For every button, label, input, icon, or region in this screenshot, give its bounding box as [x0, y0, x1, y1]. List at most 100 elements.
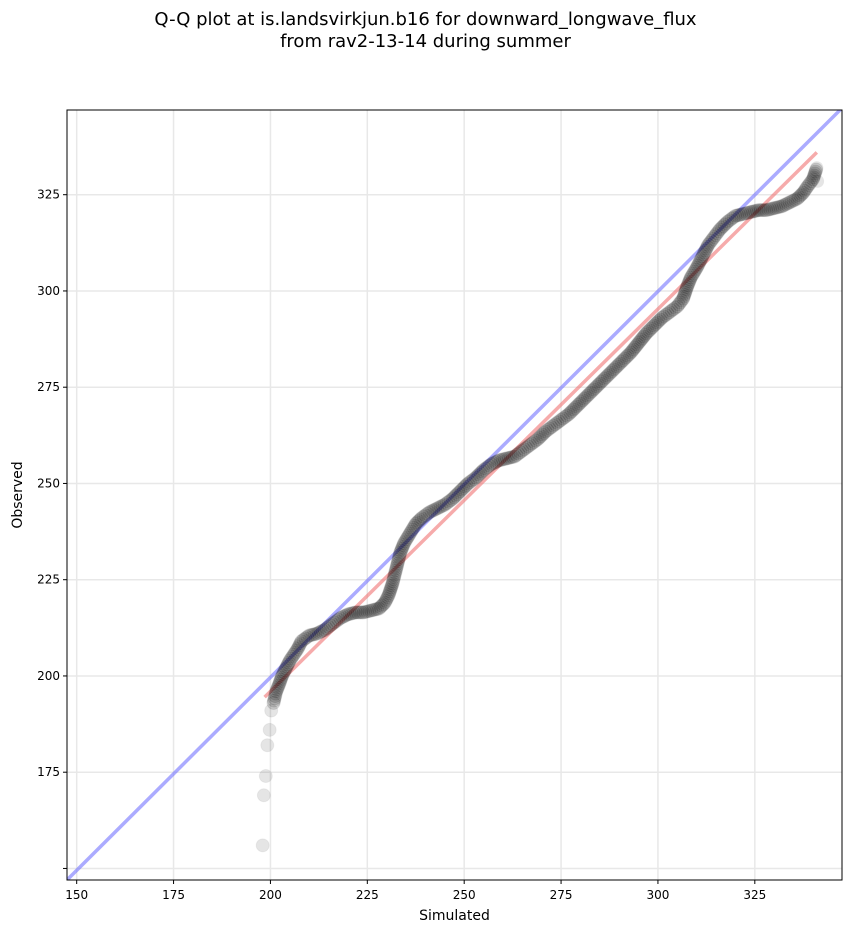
qq-point	[550, 415, 565, 430]
qq-point	[694, 251, 709, 266]
qq-point	[480, 460, 495, 475]
qq-point	[589, 379, 604, 394]
qq-point	[411, 513, 426, 528]
qq-point	[535, 427, 550, 442]
qq-point	[319, 621, 334, 636]
qq-point	[782, 195, 797, 210]
qq-point	[517, 442, 532, 457]
qq-point	[736, 206, 751, 221]
y-tick-label: 300	[37, 284, 60, 298]
qq-point	[544, 420, 559, 435]
qq-point	[635, 331, 650, 346]
qq-point	[378, 593, 393, 608]
qq-point	[714, 220, 729, 235]
x-tick-label: 150	[65, 888, 88, 902]
qq-point	[609, 359, 624, 374]
qq-point	[698, 243, 713, 258]
qq-point	[643, 321, 658, 336]
qq-point	[358, 604, 373, 619]
qq-point	[267, 693, 282, 708]
qq-point	[594, 374, 609, 389]
qq-point	[793, 188, 808, 203]
qq-point	[699, 241, 714, 256]
qq-point	[494, 452, 508, 467]
qq-point	[289, 643, 304, 658]
qq-point	[689, 260, 704, 275]
qq-point	[416, 509, 431, 524]
qq-point	[711, 224, 726, 239]
qq-point	[350, 605, 365, 620]
qq-point	[650, 315, 665, 330]
qq-point	[430, 501, 445, 516]
qq-point	[620, 348, 635, 363]
qq-point	[451, 485, 466, 500]
qq-point	[268, 686, 283, 701]
qq-point	[677, 287, 692, 302]
qq-point	[759, 203, 774, 218]
qq-point	[300, 629, 315, 644]
qq-point	[678, 283, 693, 298]
qq-point	[640, 324, 655, 339]
qq-point	[311, 625, 326, 640]
qq-point	[523, 437, 538, 452]
x-tick-label: 225	[356, 888, 379, 902]
x-tick-label: 250	[453, 888, 476, 902]
qq-point	[616, 353, 631, 368]
qq-point	[654, 310, 669, 325]
qq-point	[630, 337, 645, 352]
qq-point	[557, 410, 572, 425]
qq-point	[404, 524, 419, 539]
qq-point	[486, 456, 501, 471]
qq-point	[804, 174, 819, 189]
qq-point	[625, 343, 640, 358]
qq-point	[606, 362, 621, 377]
qq-point	[623, 345, 638, 360]
qq-point	[464, 473, 479, 488]
qq-point	[308, 627, 322, 642]
qq-point	[379, 591, 394, 606]
qq-point	[585, 384, 600, 399]
qq-point	[728, 208, 743, 223]
grid	[67, 110, 842, 880]
qq-point	[478, 461, 493, 476]
qq-point	[612, 356, 627, 371]
qq-point	[734, 207, 749, 222]
qq-point	[468, 470, 483, 485]
qq-point	[732, 207, 747, 222]
qq-point	[394, 541, 409, 556]
qq-point	[273, 672, 288, 687]
qq-point	[296, 632, 311, 647]
qq-point	[407, 518, 422, 533]
qq-point	[676, 291, 691, 306]
qq-point	[645, 320, 660, 335]
x-tick-label: 175	[162, 888, 185, 902]
qq-point	[389, 561, 404, 576]
qq-point	[399, 532, 414, 547]
qq-point	[329, 614, 344, 629]
qq-point	[400, 530, 415, 545]
qq-point	[811, 174, 825, 188]
qq-point	[627, 340, 642, 355]
qq-point	[614, 354, 629, 369]
qq-point	[679, 282, 694, 297]
y-tick-label: 175	[37, 765, 60, 779]
qq-point	[381, 588, 396, 603]
qq-point	[673, 295, 688, 310]
qq-point	[291, 640, 306, 655]
plot-frame	[66, 109, 843, 881]
qq-point	[408, 516, 423, 531]
qq-point	[767, 201, 782, 216]
qq-point	[298, 631, 313, 646]
qq-point	[790, 191, 805, 206]
qq-point	[595, 373, 610, 388]
qq-point	[470, 469, 485, 484]
qq-point	[397, 536, 412, 551]
qq-point	[337, 609, 352, 624]
qq-point	[653, 312, 668, 327]
qq-point	[284, 651, 299, 666]
qq-point	[315, 623, 330, 638]
y-tick-label: 225	[37, 573, 60, 587]
qq-point	[765, 201, 780, 216]
qq-point	[674, 293, 689, 308]
qq-point	[634, 332, 649, 347]
